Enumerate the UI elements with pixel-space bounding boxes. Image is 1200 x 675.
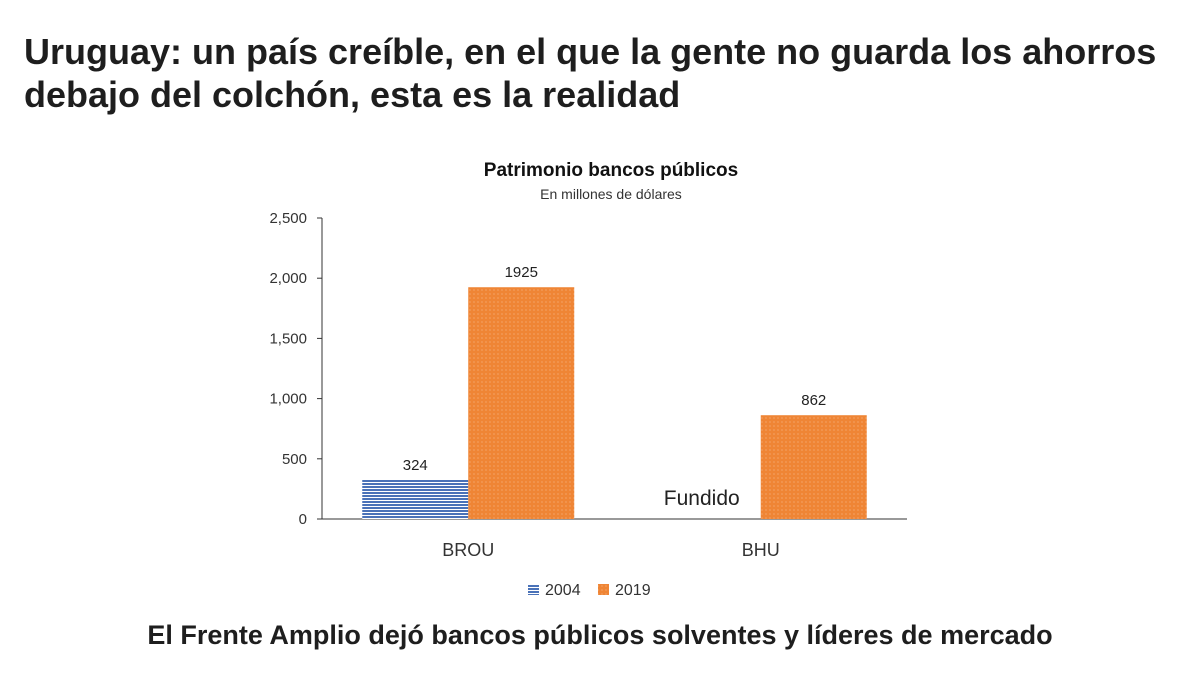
y-tick-label: 2,000 <box>269 270 307 287</box>
y-tick-label: 0 <box>299 511 307 528</box>
y-tick-label: 500 <box>282 451 307 468</box>
x-axis: BROU BHU <box>322 518 907 560</box>
y-axis: 0 500 1,000 1,500 2,000 2,500 <box>269 210 323 528</box>
bars-group <box>362 287 867 519</box>
data-label: 1925 <box>505 264 538 281</box>
footer-caption: El Frente Amplio dejó bancos públicos so… <box>147 620 1053 650</box>
chart-title: Patrimonio bancos públicos <box>484 160 738 181</box>
legend: 2004 2019 <box>528 582 651 599</box>
data-label: 324 <box>403 457 428 474</box>
chart-subtitle: En millones de dólares <box>540 186 682 202</box>
legend-label-2004: 2004 <box>545 582 581 599</box>
x-category-label: BROU <box>442 540 494 560</box>
data-labels-group: 324 1925 862 Fundido <box>403 264 827 510</box>
annotation-label: Fundido <box>664 487 740 510</box>
x-category-label: BHU <box>742 540 780 560</box>
legend-swatch-2004 <box>528 584 539 595</box>
headline: Uruguay: un país creíble, en el que la g… <box>24 31 1157 115</box>
y-tick-label: 1,000 <box>269 391 307 408</box>
bar-2019-brou <box>468 287 575 519</box>
bar-2019-bhu <box>760 415 867 519</box>
y-tick-label: 1,500 <box>269 330 307 347</box>
data-label: 862 <box>801 392 826 409</box>
legend-swatch-2019 <box>598 584 609 595</box>
y-tick-label: 2,500 <box>269 210 307 227</box>
legend-label-2019: 2019 <box>615 582 651 599</box>
bar-2004-brou <box>362 479 469 519</box>
